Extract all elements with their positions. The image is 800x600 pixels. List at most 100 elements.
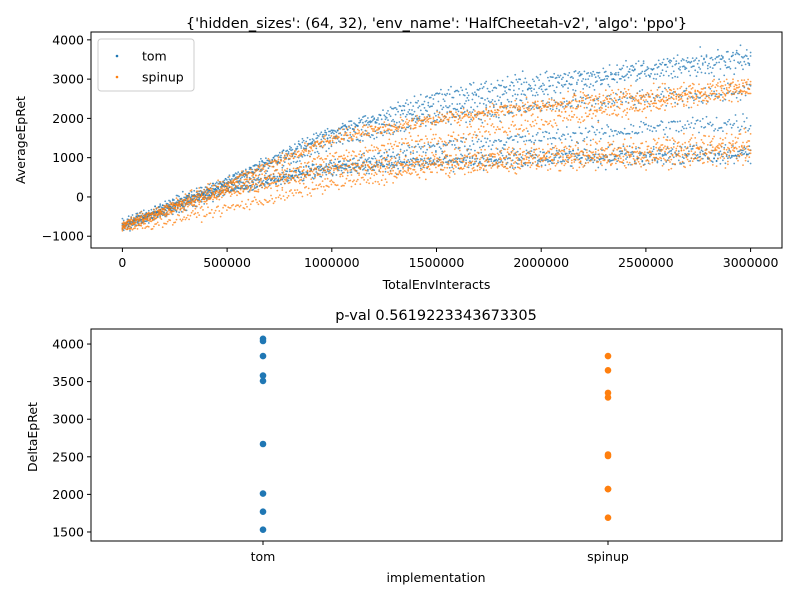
point-spinup: [647, 145, 650, 148]
point-spinup: [513, 125, 515, 127]
point-tom: [685, 67, 688, 70]
point-tom: [676, 120, 679, 123]
point-tom: [540, 164, 543, 167]
point-tom: [360, 135, 363, 138]
point-spinup: [234, 186, 237, 189]
point-spinup: [247, 198, 250, 201]
point-spinup: [563, 117, 566, 119]
point-tom: [645, 154, 647, 157]
point-tom: [330, 129, 333, 132]
point-spinup: [184, 218, 187, 221]
point-spinup: [662, 136, 665, 139]
point-tom: [699, 46, 702, 48]
point-spinup: [591, 117, 593, 120]
point-spinup: [650, 109, 652, 112]
point-tom: [418, 105, 421, 107]
point-tom: [593, 73, 596, 76]
point-tom: [633, 68, 636, 71]
point-tom: [677, 150, 680, 153]
point-spinup: [166, 206, 169, 209]
point-tom: [530, 141, 533, 143]
point-tom: [365, 119, 368, 122]
point-tom: [490, 83, 493, 85]
point-spinup: [611, 89, 613, 92]
point-spinup: [181, 204, 184, 207]
point-tom: [525, 81, 528, 84]
point-spinup: [310, 195, 313, 197]
point-spinup: [350, 154, 353, 157]
point-tom: [748, 64, 751, 67]
point-tom: [559, 92, 562, 94]
point-tom: [713, 75, 715, 77]
point-tom: [467, 94, 470, 97]
point-spinup: [630, 84, 632, 87]
point-spinup: [650, 154, 652, 157]
point-tom: [353, 157, 355, 160]
point-tom: [581, 73, 583, 76]
point-spinup: [257, 174, 260, 177]
point-spinup: [553, 162, 556, 165]
point-spinup: [445, 141, 447, 144]
point-spinup: [565, 117, 568, 120]
point-tom: [429, 96, 432, 99]
point-tom: [506, 75, 509, 78]
point-spinup: [203, 195, 206, 198]
point-spinup: [210, 208, 213, 211]
point-spinup: [418, 154, 421, 157]
point-tom: [667, 86, 670, 89]
point-tom: [705, 115, 708, 118]
point-spinup: [435, 133, 437, 136]
point-spinup: [718, 151, 720, 154]
point-spinup: [312, 169, 315, 171]
point-tom: [505, 141, 508, 144]
point-tom: [567, 87, 569, 89]
point-spinup: [525, 156, 528, 159]
point-spinup: [409, 135, 412, 138]
point-tom: [203, 193, 206, 195]
point-tom: [641, 131, 644, 133]
point-spinup: [576, 141, 578, 144]
point-tom: [438, 120, 441, 123]
point-spinup: [684, 141, 686, 144]
point-tom: [265, 157, 267, 160]
point-tom: [441, 108, 444, 111]
point-tom: [601, 82, 603, 85]
point-tom: [667, 74, 670, 77]
point-tom: [626, 97, 629, 99]
point-tom: [131, 214, 134, 216]
point-tom: [553, 72, 556, 75]
point-tom: [742, 113, 744, 115]
point-tom: [662, 58, 665, 61]
point-spinup: [280, 178, 282, 181]
point-tom: [664, 152, 666, 155]
point-spinup: [730, 133, 733, 136]
point-spinup: [418, 176, 421, 179]
point-tom: [559, 74, 562, 77]
point-tom: [409, 112, 412, 115]
point-tom: [642, 60, 645, 62]
point-tom: [384, 130, 387, 133]
point-spinup: [601, 147, 603, 149]
point-tom: [448, 93, 451, 96]
point-tom: [577, 148, 579, 151]
point-tom: [667, 151, 670, 154]
point-spinup: [305, 185, 308, 188]
point-spinup: [720, 142, 723, 145]
point-tom: [747, 57, 749, 60]
point-tom: [676, 54, 679, 56]
point-spinup: [570, 100, 573, 102]
point-spinup: [168, 208, 170, 210]
point-tom: [729, 67, 732, 70]
point-spinup: [745, 141, 748, 144]
point-tom: [560, 84, 563, 87]
point-tom: [409, 151, 412, 154]
point-spinup: [234, 205, 237, 208]
point-spinup: [252, 178, 255, 181]
point-spinup: [232, 181, 235, 184]
point-spinup: [377, 163, 379, 166]
point-tom: [330, 162, 333, 165]
point-tom: [558, 137, 561, 140]
point-tom: [701, 157, 704, 160]
point-tom: [623, 79, 626, 82]
